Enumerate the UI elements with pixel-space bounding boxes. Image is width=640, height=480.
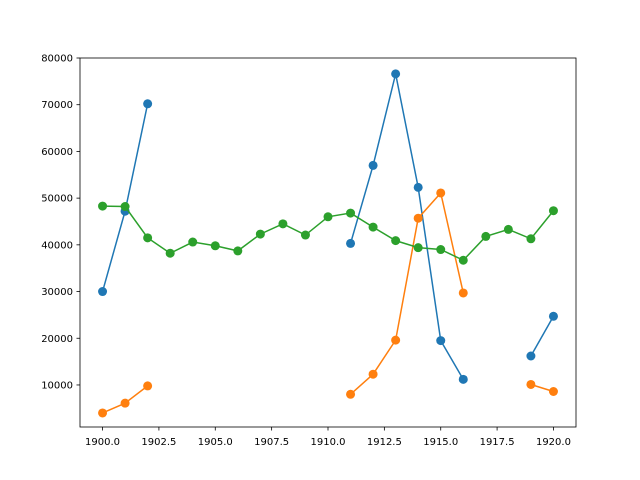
series-3-point-1901 (120, 202, 130, 212)
series-1-point-1919 (526, 351, 536, 361)
series-2 (98, 188, 558, 418)
x-tick-label: 1910.0 (311, 437, 346, 448)
x-tick-label: 1902.5 (141, 437, 176, 448)
series-3-point-1913 (391, 236, 401, 246)
series-3-point-1911 (346, 208, 356, 218)
series-1-line-segment-2 (349, 73, 464, 380)
series-2-point-1920 (548, 387, 558, 396)
series-1-line-segment-3 (530, 315, 555, 357)
y-tick-label: 20000 (41, 334, 73, 345)
series-2-line-segment-2 (350, 191, 465, 395)
series-1-point-1914 (413, 182, 423, 192)
series-2-point-1902 (143, 381, 153, 391)
x-tick-label: 1917.5 (480, 437, 515, 448)
y-tick-label: 50000 (41, 194, 73, 205)
y-tick-label: 40000 (41, 240, 73, 251)
series-1-point-1916 (458, 374, 468, 384)
series-3-point-1905 (210, 241, 220, 251)
series-3-point-1909 (300, 230, 310, 240)
x-tick-label: 1920.0 (536, 437, 571, 448)
series-3-point-1915 (436, 245, 446, 255)
series-3 (98, 201, 558, 265)
x-tick-label: 1905.0 (198, 437, 233, 448)
series-2-point-1913 (391, 335, 401, 345)
series-1-point-1915 (436, 336, 446, 346)
series-3-point-1910 (323, 212, 333, 222)
series-3-point-1902 (143, 233, 153, 243)
x-tick-label: 1900.0 (85, 437, 120, 448)
y-tick-label: 60000 (41, 147, 73, 158)
plot-area (80, 58, 576, 427)
series-3-point-1906 (233, 246, 243, 256)
series-3-point-1920 (548, 206, 558, 216)
series-1-point-1913 (391, 69, 401, 79)
x-tick-label: 1912.5 (367, 437, 402, 448)
series-1-point-1911 (346, 238, 356, 248)
y-axis-ticks: 10000 20000 30000 40000 50000 60000 70000 80000 (41, 54, 80, 391)
series-3-point-1914 (413, 243, 423, 253)
series-3-point-1917 (481, 231, 491, 241)
y-tick-label: 30000 (41, 287, 73, 298)
series-3-point-1919 (526, 234, 536, 244)
series-3-point-1916 (458, 255, 468, 265)
series-3-point-1904 (188, 237, 198, 247)
series-2-point-1912 (368, 369, 378, 379)
series-3-point-1903 (165, 248, 175, 258)
series-1-point-1900 (98, 287, 108, 297)
series-2-point-1919 (526, 379, 536, 389)
series-3-point-1912 (368, 222, 378, 232)
series-layer (98, 69, 558, 418)
series-2-point-1911 (346, 389, 356, 399)
series-1-point-1920 (548, 311, 558, 321)
series-1-point-1912 (368, 160, 378, 170)
series-2-point-1901 (120, 398, 130, 408)
x-axis-ticks: 1900.0 1902.5 1905.0 1907.5 1910.0 1912.5 1915… (85, 427, 571, 448)
series-3-point-1900 (98, 201, 108, 211)
x-tick-label: 1915.0 (423, 437, 458, 448)
series-3-point-1918 (503, 224, 513, 234)
series-3-point-1907 (255, 229, 265, 239)
series-3-point-1908 (278, 219, 288, 229)
y-tick-label: 10000 (41, 380, 73, 391)
x-tick-label: 1907.5 (254, 437, 289, 448)
series-2-point-1915 (436, 188, 446, 198)
series-2-point-1916 (458, 288, 468, 298)
series-2-point-1914 (413, 213, 423, 223)
series-2-point-1900 (98, 408, 108, 418)
y-tick-label: 80000 (41, 54, 73, 65)
series-1-point-1902 (143, 99, 153, 109)
y-tick-label: 70000 (41, 100, 73, 111)
